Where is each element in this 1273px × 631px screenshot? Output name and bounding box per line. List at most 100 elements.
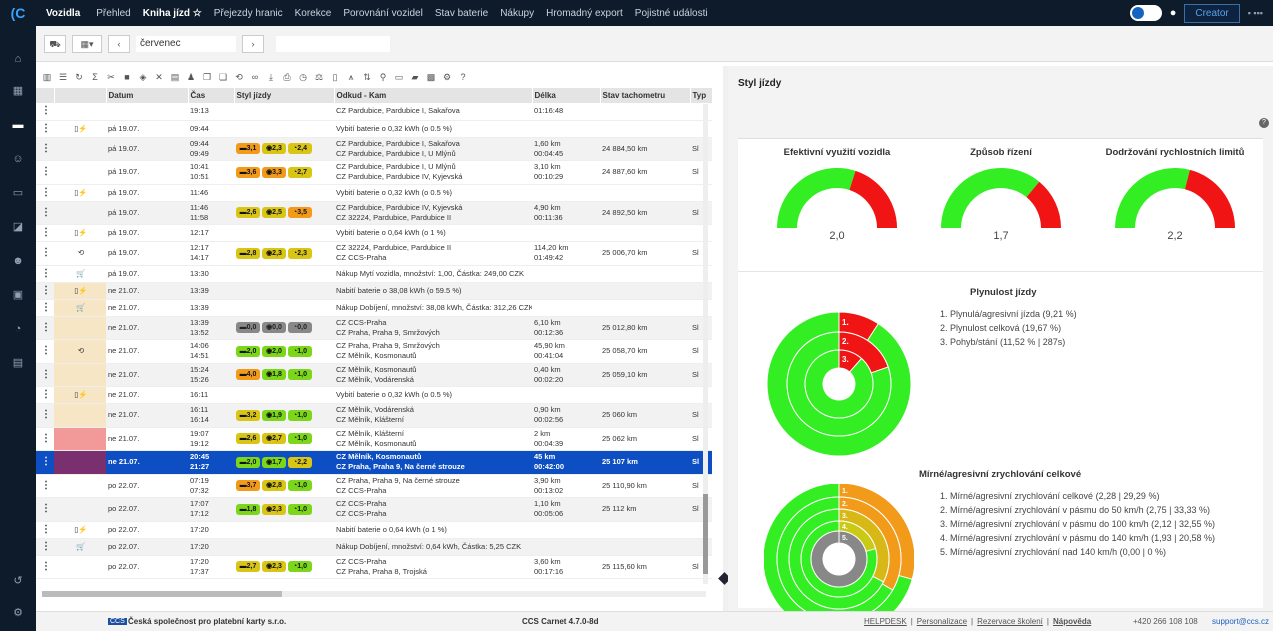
theme-toggle[interactable]	[1129, 5, 1162, 21]
filter-car-button[interactable]: ⛟	[44, 34, 66, 53]
row-menu-button[interactable]: ⋮	[36, 316, 54, 340]
list-icon[interactable]: ☰	[58, 71, 68, 82]
settings-icon[interactable]: ⚙	[13, 607, 23, 619]
row-menu-button[interactable]: ⋮	[36, 403, 54, 428]
row-menu-button[interactable]: ⋮	[36, 282, 54, 300]
menu-item[interactable]: Hromadný export	[546, 7, 623, 19]
unlink-icon[interactable]: ✕	[155, 71, 163, 82]
report-icon[interactable]: ▥	[42, 71, 52, 82]
horizontal-scrollbar[interactable]	[42, 591, 706, 597]
refresh-icon[interactable]: ↻	[75, 71, 83, 82]
history-icon[interactable]: ↺	[13, 575, 23, 587]
row-menu-button[interactable]: ⋮	[36, 241, 54, 266]
table-row[interactable]: ⋮ 19:13 CZ Pardubice, Pardubice I, Sakařov…	[36, 103, 712, 121]
menu-item[interactable]: Nákupy	[500, 7, 535, 19]
row-menu-button[interactable]: ⋮	[36, 184, 54, 202]
next-month-button[interactable]: ›	[242, 34, 264, 53]
table-row-selected[interactable]: ⋮ ne 21.07. 20:45 21:27 ▬2,0 ◉1,7 ◔2,2 CZ Mělní…	[36, 450, 712, 475]
table-row[interactable]: ⋮ 🛒 pá 19.07. 13:30 Nákup Mytí vozidla, množ…	[36, 265, 712, 283]
document-icon[interactable]: ▯	[332, 71, 338, 82]
driver-icon[interactable]: ♟	[186, 71, 196, 82]
table-row[interactable]: ⋮ po 22.07. 17:20 17:37 ▬2,7 ◉2,3 ◔1,0 CZ CCS-P…	[36, 555, 712, 579]
table-row[interactable]: ⋮ 🛒 ne 21.07. 13:39 Nákup Dobíjení, množství…	[36, 299, 712, 317]
stamp-icon[interactable]: ▰	[411, 71, 419, 82]
clock-calendar-icon[interactable]: ◔	[14, 323, 22, 335]
menu-item[interactable]: Přejezdy hranic	[213, 7, 283, 19]
merge-icon[interactable]: ✂	[107, 71, 115, 82]
row-menu-button[interactable]: ⋮	[36, 427, 54, 451]
table-row[interactable]: ⋮ ⟲ ne 21.07. 14:06 14:51 ▬2,0 ◉2,0 ◔1,0 CZ Prah…	[36, 339, 712, 364]
table-row[interactable]: ⋮ po 22.07. 17:07 17:12 ▬1,8 ◉2,3 ◔1,0 CZ CCS-P…	[36, 497, 712, 522]
row-menu-button[interactable]: ⋮	[36, 201, 54, 225]
lock-icon[interactable]: ▩	[426, 71, 436, 82]
grid-icon[interactable]: ▤	[12, 357, 24, 369]
menu-item[interactable]: Pojistné události	[634, 7, 708, 19]
help-icon[interactable]: ?	[1259, 118, 1269, 128]
table-row[interactable]: ⋮ ⟲ pá 19.07. 12:17 14:17 ▬2,8 ◉2,3 ◔2,3 CZ 3222…	[36, 241, 712, 266]
prev-month-button[interactable]: ‹	[108, 34, 130, 53]
sum-icon[interactable]: Σ	[92, 72, 98, 82]
table-row[interactable]: ⋮ ▯⚡ po 22.07. 17:20 Nabití baterie o 0,64 k…	[36, 521, 712, 539]
row-menu-button[interactable]: ⋮	[36, 497, 54, 522]
swap-icon[interactable]: ⇅	[363, 71, 371, 82]
ccs-logo[interactable]: (C	[10, 5, 26, 21]
money-icon[interactable]: ▭	[12, 187, 24, 199]
row-menu-button[interactable]: ⋮	[36, 160, 54, 185]
help-icon[interactable]: ?	[460, 72, 466, 82]
calendar-icon[interactable]: ▣	[12, 289, 24, 301]
row-menu-button[interactable]: ⋮	[36, 103, 54, 121]
tag-icon[interactable]: ◈	[139, 71, 147, 82]
table-row[interactable]: ⋮ pá 19.07. 11:46 11:58 ▬2,6 ◉2,5 ◔3,5 CZ Pardu…	[36, 201, 712, 225]
column-header[interactable]: Odkud - Kam	[334, 88, 533, 103]
personalization-link[interactable]: Personalizace	[916, 617, 968, 626]
menu-item[interactable]: Stav baterie	[434, 7, 489, 19]
users-icon[interactable]: ☺	[12, 153, 24, 165]
menu-item[interactable]: Porovnání vozidel	[343, 7, 423, 19]
row-menu-button[interactable]: ⋮	[36, 521, 54, 539]
row-menu-button[interactable]: ⋮	[36, 137, 54, 161]
panel-splitter[interactable]	[718, 66, 731, 611]
menu-item[interactable]: Kniha jízd ☆	[142, 7, 202, 19]
column-header[interactable]: Datum	[106, 88, 189, 103]
home-icon[interactable]: ⌂	[14, 53, 22, 65]
column-header[interactable]: Stav tachometru	[600, 88, 691, 103]
link-icon[interactable]: ∞	[251, 72, 259, 82]
row-menu-button[interactable]: ⋮	[36, 265, 54, 283]
table-row[interactable]: ⋮ ne 21.07. 19:07 19:12 ▬2,6 ◉2,7 ◔1,0 CZ Mělní…	[36, 427, 712, 451]
training-link[interactable]: Rezervace školení	[977, 617, 1043, 626]
month-field[interactable]: červenec	[136, 35, 236, 52]
row-menu-button[interactable]: ⋮	[36, 538, 54, 556]
table-row[interactable]: ⋮ 🛒 po 22.07. 17:20 Nákup Dobíjení, množství…	[36, 538, 712, 556]
row-menu-button[interactable]: ⋮	[36, 299, 54, 317]
pin-icon[interactable]: ⚲	[379, 71, 387, 82]
menu-item[interactable]: Korekce	[294, 7, 332, 19]
table-row[interactable]: ⋮ pá 19.07. 10:41 10:51 ▬3,6 ◉3,3 ◔2,7 CZ Pardu…	[36, 160, 712, 185]
chart-icon[interactable]: ◪	[12, 221, 24, 233]
help-link[interactable]: Nápověda	[1052, 617, 1092, 626]
row-menu-button[interactable]: ⋮	[36, 474, 54, 498]
row-menu-button[interactable]: ⋮	[36, 386, 54, 404]
table-row[interactable]: ⋮ ne 21.07. 13:39 13:52 ▬0,0 ◉0,0 ◔0,0 CZ CCS-P…	[36, 316, 712, 340]
column-header[interactable]: Typ	[690, 88, 713, 103]
row-menu-button[interactable]: ⋮	[36, 363, 54, 387]
table-row[interactable]: ⋮ pá 19.07. 09:44 09:49 ▬3,1 ◉2,3 ◔2,4 CZ Pardu…	[36, 137, 712, 161]
creator-button[interactable]: Creator	[1184, 3, 1240, 23]
table-row[interactable]: ⋮ po 22.07. 07:19 07:32 ▬3,7 ◉2,8 ◔1,0 CZ Praha…	[36, 474, 712, 498]
column-header[interactable]: Délka	[532, 88, 601, 103]
table-row[interactable]: ⋮ ▯⚡ ne 21.07. 13:39 Nabití baterie o 38,08 …	[36, 282, 712, 300]
column-header[interactable]: Styl jízdy	[234, 88, 335, 103]
clipboard-icon[interactable]: ▤	[170, 71, 180, 82]
user-icon[interactable]: ●	[1169, 7, 1177, 19]
helpdesk-link[interactable]: HELPDESK	[864, 617, 907, 626]
column-header[interactable]	[54, 88, 107, 103]
gear-car-icon[interactable]: ⚙	[442, 71, 452, 82]
briefcase-icon[interactable]: ■	[124, 72, 130, 82]
calendar-dropdown[interactable]: ▦▾	[72, 34, 102, 53]
map-icon[interactable]: ▦	[12, 85, 24, 97]
brand-label[interactable]: Vozidla	[46, 7, 81, 19]
row-menu-button[interactable]: ⋮	[36, 450, 54, 475]
scale-icon[interactable]: ⚖	[314, 71, 324, 82]
table-row[interactable]: ⋮ ▯⚡ ne 21.07. 16:11 Vybití baterie o 0,32 k…	[36, 386, 712, 404]
account-avatar[interactable]: ▪ ▪▪▪	[1247, 8, 1263, 18]
column-header[interactable]	[36, 88, 55, 103]
